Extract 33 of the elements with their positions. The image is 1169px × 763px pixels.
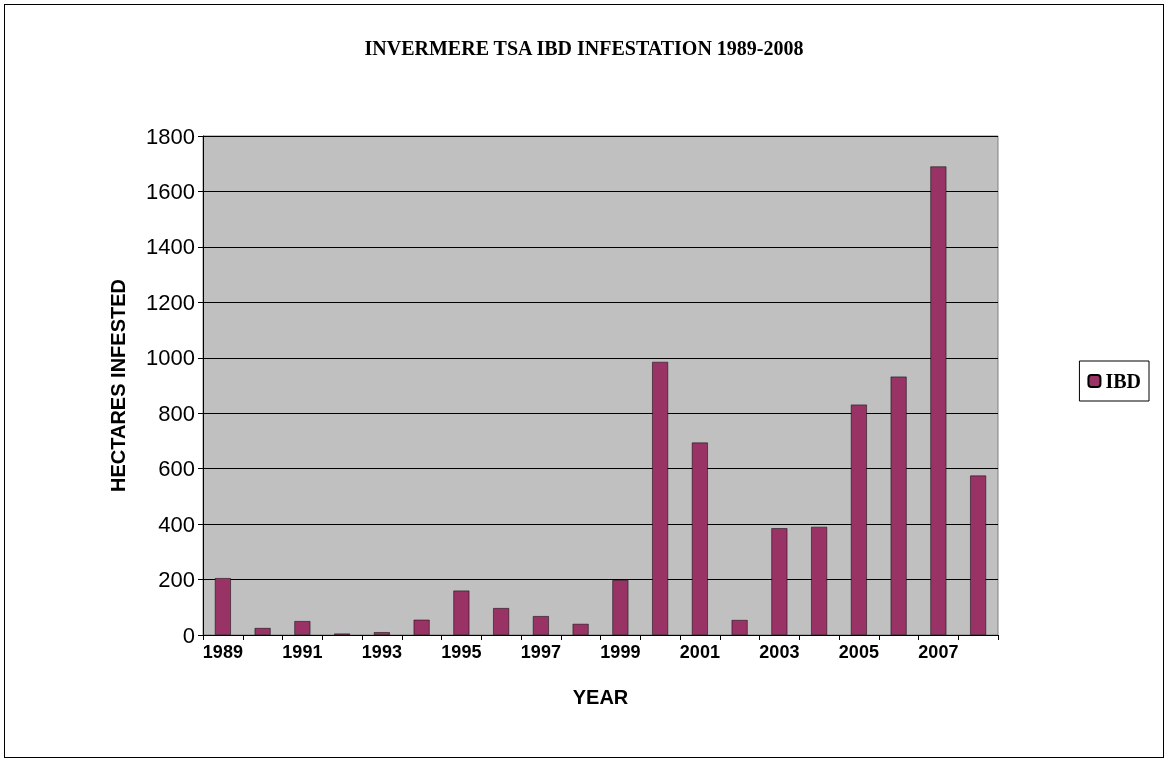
bar <box>294 621 311 635</box>
y-tick-label: 1000 <box>146 345 195 371</box>
x-tick-label: 1997 <box>520 642 561 662</box>
x-tick-label: 2005 <box>838 642 879 662</box>
x-tick-label: 1995 <box>441 642 482 662</box>
bar <box>493 608 510 635</box>
x-tick-label: 2001 <box>679 642 720 662</box>
legend-label: IBD <box>1105 370 1142 392</box>
y-tick-label: 600 <box>158 456 195 482</box>
y-tick-label: 800 <box>158 400 195 426</box>
x-tick-label: 1999 <box>600 642 641 662</box>
y-tick-label: 1800 <box>146 123 195 149</box>
x-tick-label: 2007 <box>918 642 959 662</box>
bar <box>532 616 549 635</box>
x-tick-label: 2003 <box>759 642 800 662</box>
y-tick-label: 1400 <box>146 234 195 260</box>
bar <box>413 619 430 635</box>
x-tick-label: 1991 <box>282 642 323 662</box>
y-tick-label: 1200 <box>146 289 195 315</box>
y-tick-label: 0 <box>182 622 195 648</box>
x-tick-label: 1989 <box>202 642 243 662</box>
y-tick-label: 200 <box>158 567 195 593</box>
y-tick-label: 1600 <box>146 178 195 204</box>
chart-title: INVERMERE TSA IBD INFESTATION 1989-2008 <box>364 37 804 59</box>
y-axis-title: HECTARES INFESTED <box>107 279 129 492</box>
y-tick-label: 400 <box>158 511 195 537</box>
bar <box>373 632 390 635</box>
bar <box>731 620 748 635</box>
bar <box>254 628 271 635</box>
bar <box>453 590 470 635</box>
x-tick-label: 1993 <box>361 642 402 662</box>
x-axis-title: YEAR <box>572 686 629 708</box>
bar <box>572 623 589 635</box>
